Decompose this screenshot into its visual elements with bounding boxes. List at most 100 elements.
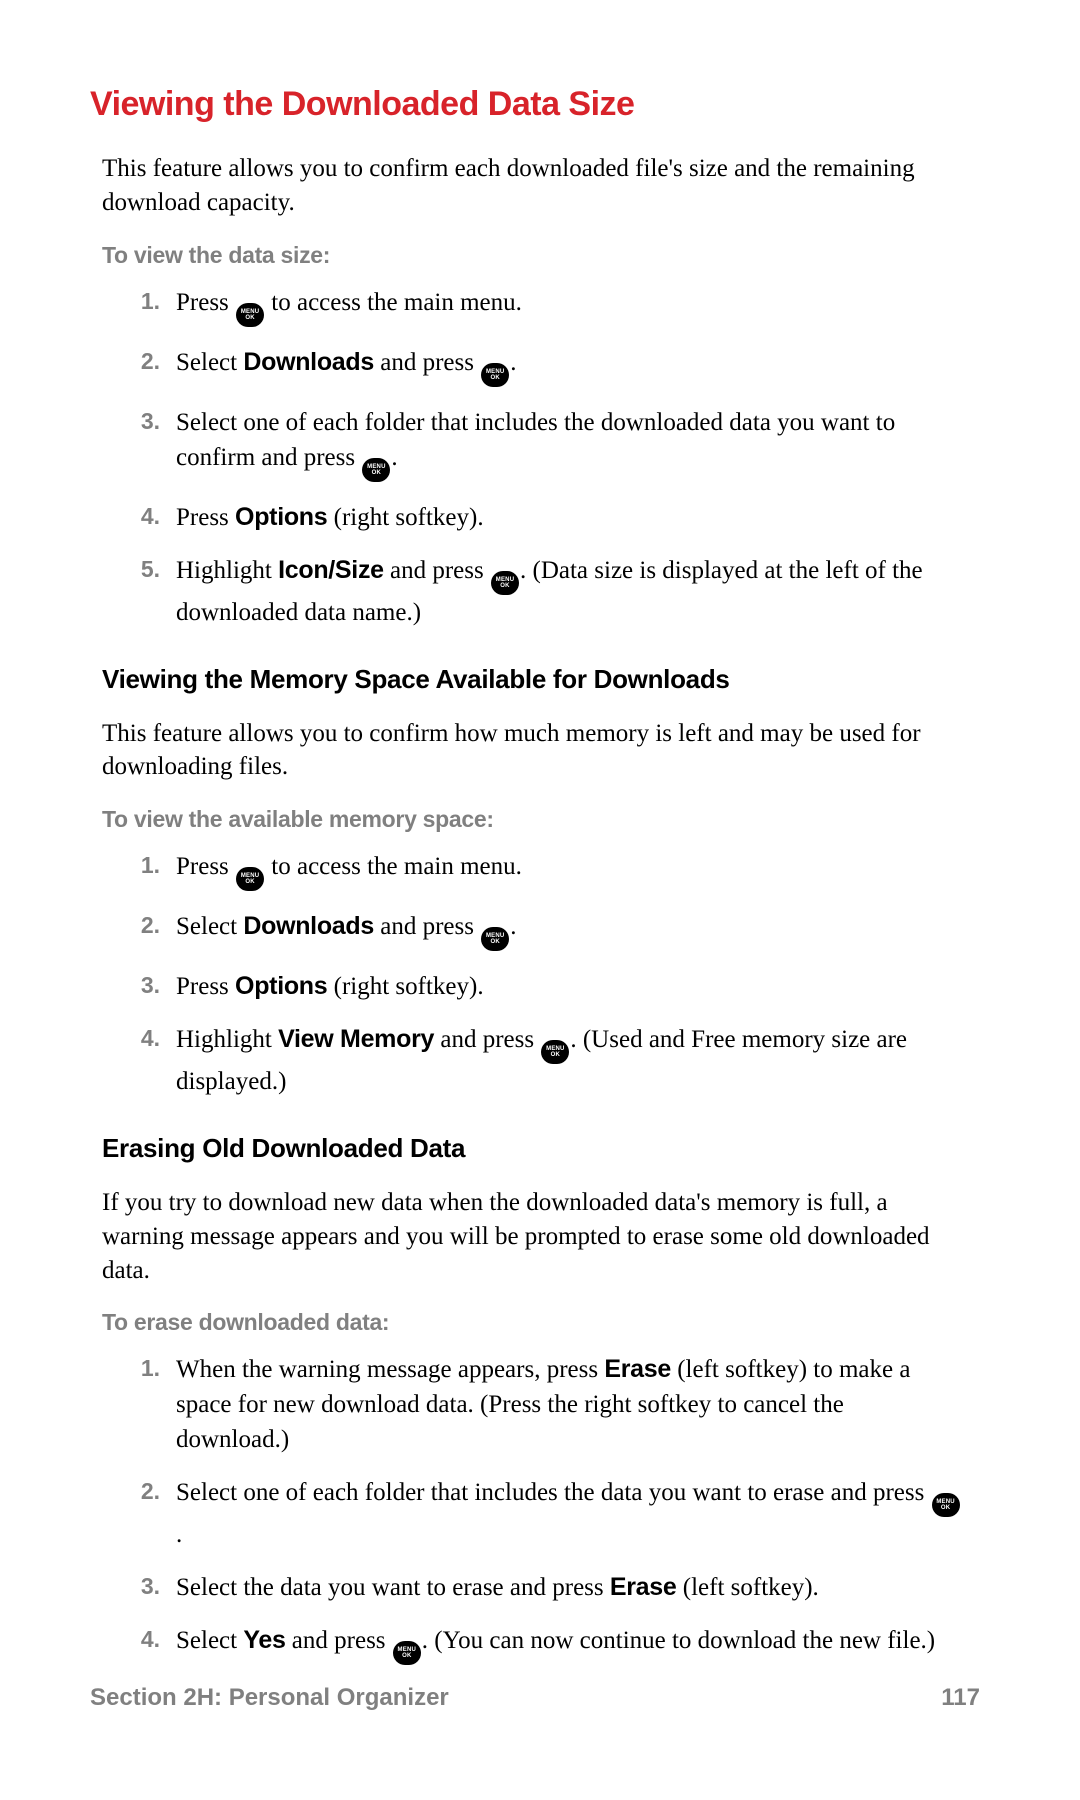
- list-item: 4. Press Options (right softkey).: [132, 500, 962, 535]
- steps-list-2: 1. Press to access the main menu. 2. Sel…: [132, 849, 962, 1099]
- intro-paragraph-3: If you try to download new data when the…: [102, 1186, 962, 1287]
- list-item: 3. Select one of each folder that includ…: [132, 405, 962, 482]
- step-number: 4.: [132, 500, 176, 532]
- bold-label: View Memory: [278, 1025, 434, 1053]
- step-body: Select Yes and press . (You can now cont…: [176, 1623, 962, 1665]
- step-body: Press to access the main menu.: [176, 849, 962, 891]
- steps-list-1: 1. Press to access the main menu. 2. Sel…: [132, 285, 962, 630]
- step-body: Select one of each folder that includes …: [176, 1475, 962, 1552]
- text: Press: [176, 973, 235, 1000]
- bold-label: Options: [235, 972, 327, 1000]
- menu-ok-icon: [362, 458, 390, 482]
- step-number: 3.: [132, 1570, 176, 1602]
- step-body: Select Downloads and press .: [176, 909, 962, 951]
- lead-in-3: To erase downloaded data:: [102, 1309, 980, 1336]
- page-footer: Section 2H: Personal Organizer 117: [90, 1684, 980, 1712]
- text: Select: [176, 1627, 243, 1654]
- steps-list-3: 1. When the warning message appears, pre…: [132, 1352, 962, 1665]
- menu-ok-icon: [932, 1493, 960, 1517]
- step-number: 3.: [132, 405, 176, 437]
- lead-in-1: To view the data size:: [102, 242, 980, 269]
- footer-section: Section 2H: Personal Organizer: [90, 1684, 449, 1712]
- text: (right softkey).: [327, 973, 483, 1000]
- list-item: 2. Select Downloads and press .: [132, 345, 962, 387]
- list-item: 4. Select Yes and press . (You can now c…: [132, 1623, 962, 1665]
- list-item: 5. Highlight Icon/Size and press . (Data…: [132, 553, 962, 630]
- subheading-memory: Viewing the Memory Space Available for D…: [102, 664, 980, 695]
- menu-ok-icon: [481, 927, 509, 951]
- text: (left softkey).: [677, 1574, 819, 1601]
- bold-label: Erase: [604, 1355, 671, 1383]
- text: and press: [286, 1627, 392, 1654]
- step-number: 3.: [132, 969, 176, 1001]
- text: and press: [374, 349, 480, 376]
- text: and press: [384, 557, 490, 584]
- step-body: Highlight View Memory and press . (Used …: [176, 1022, 962, 1099]
- text: Press: [176, 289, 235, 316]
- bold-label: Yes: [243, 1626, 285, 1654]
- step-number: 1.: [132, 1352, 176, 1384]
- step-number: 4.: [132, 1623, 176, 1655]
- footer-page-number: 117: [941, 1684, 980, 1712]
- text: Highlight: [176, 557, 278, 584]
- step-number: 2.: [132, 1475, 176, 1507]
- bold-label: Icon/Size: [278, 556, 384, 584]
- list-item: 2. Select Downloads and press .: [132, 909, 962, 951]
- step-body: Select one of each folder that includes …: [176, 405, 962, 482]
- step-number: 2.: [132, 345, 176, 377]
- text: Select: [176, 349, 243, 376]
- text: to access the main menu.: [265, 853, 522, 880]
- menu-ok-icon: [393, 1641, 421, 1665]
- intro-paragraph-1: This feature allows you to confirm each …: [102, 152, 962, 220]
- bold-label: Downloads: [243, 348, 374, 376]
- list-item: 4. Highlight View Memory and press . (Us…: [132, 1022, 962, 1099]
- intro-paragraph-2: This feature allows you to confirm how m…: [102, 717, 962, 785]
- menu-ok-icon: [541, 1040, 569, 1064]
- text: (right softkey).: [327, 504, 483, 531]
- step-number: 2.: [132, 909, 176, 941]
- menu-ok-icon: [491, 571, 519, 595]
- text: Select: [176, 913, 243, 940]
- subheading-erase: Erasing Old Downloaded Data: [102, 1133, 980, 1164]
- step-body: Press Options (right softkey).: [176, 969, 962, 1004]
- step-number: 5.: [132, 553, 176, 585]
- list-item: 1. Press to access the main menu.: [132, 285, 962, 327]
- step-number: 4.: [132, 1022, 176, 1054]
- menu-ok-icon: [236, 867, 264, 891]
- text: and press: [434, 1026, 540, 1053]
- text: to access the main menu.: [265, 289, 522, 316]
- text: Select the data you want to erase and pr…: [176, 1574, 610, 1601]
- step-body: Press Options (right softkey).: [176, 500, 962, 535]
- text: Select one of each folder that includes …: [176, 1479, 931, 1506]
- list-item: 2. Select one of each folder that includ…: [132, 1475, 962, 1552]
- text: Select one of each folder that includes …: [176, 409, 895, 471]
- step-body: Press to access the main menu.: [176, 285, 962, 327]
- list-item: 1. When the warning message appears, pre…: [132, 1352, 962, 1457]
- text: When the warning message appears, press: [176, 1356, 604, 1383]
- list-item: 3. Press Options (right softkey).: [132, 969, 962, 1004]
- step-body: Select the data you want to erase and pr…: [176, 1570, 962, 1605]
- list-item: 3. Select the data you want to erase and…: [132, 1570, 962, 1605]
- text: .: [510, 349, 516, 376]
- menu-ok-icon: [481, 363, 509, 387]
- bold-label: Erase: [610, 1573, 677, 1601]
- text: Highlight: [176, 1026, 278, 1053]
- step-body: Highlight Icon/Size and press . (Data si…: [176, 553, 962, 630]
- text: Press: [176, 504, 235, 531]
- step-number: 1.: [132, 849, 176, 881]
- text: . (You can now continue to download the …: [422, 1627, 935, 1654]
- text: .: [176, 1521, 182, 1548]
- step-body: Select Downloads and press .: [176, 345, 962, 387]
- step-number: 1.: [132, 285, 176, 317]
- bold-label: Downloads: [243, 912, 374, 940]
- page-title: Viewing the Downloaded Data Size: [90, 85, 980, 124]
- bold-label: Options: [235, 503, 327, 531]
- text: .: [391, 444, 397, 471]
- step-body: When the warning message appears, press …: [176, 1352, 962, 1457]
- list-item: 1. Press to access the main menu.: [132, 849, 962, 891]
- menu-ok-icon: [236, 303, 264, 327]
- text: and press: [374, 913, 480, 940]
- lead-in-2: To view the available memory space:: [102, 806, 980, 833]
- text: Press: [176, 853, 235, 880]
- text: .: [510, 913, 516, 940]
